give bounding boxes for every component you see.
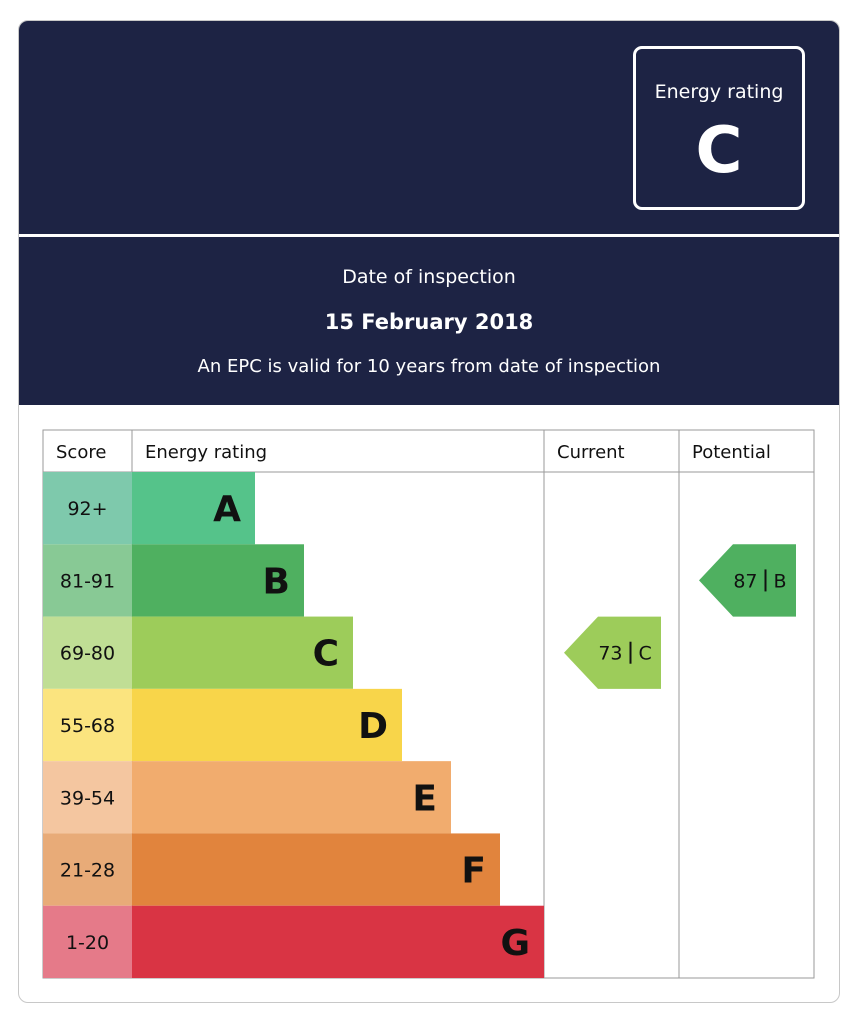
header-top: Energy rating C	[19, 21, 839, 234]
inspection-section: Date of inspection 15 February 2018 An E…	[19, 237, 839, 405]
inspection-date: 15 February 2018	[324, 310, 534, 334]
header-divider	[19, 234, 839, 237]
inspection-label: Date of inspection	[342, 266, 516, 288]
inspection-validity: An EPC is valid for 10 years from date o…	[197, 356, 661, 377]
energy-rating-box-label: Energy rating	[654, 81, 784, 103]
epc-card: Energy rating C Date of inspection 15 Fe…	[18, 20, 840, 1003]
energy-rating-box: Energy rating C	[633, 46, 805, 210]
energy-rating-box-letter: C	[695, 114, 743, 188]
